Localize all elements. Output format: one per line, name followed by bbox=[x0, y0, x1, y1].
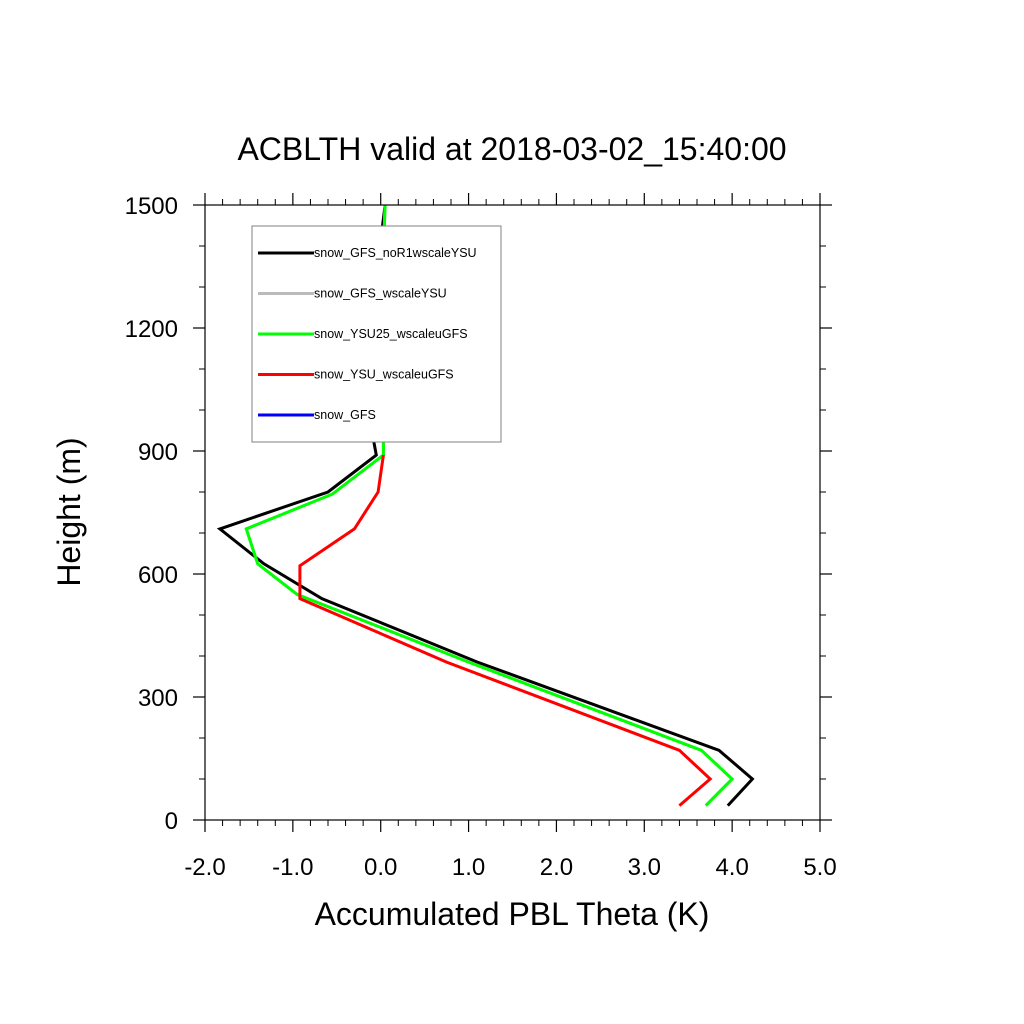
y-tick-label: 0 bbox=[165, 808, 178, 835]
x-tick-label: 4.0 bbox=[715, 854, 748, 881]
x-tick-label: -1.0 bbox=[272, 854, 313, 881]
x-tick-label: 1.0 bbox=[452, 854, 485, 881]
legend-label-1: snow_GFS_wscaleYSU bbox=[314, 287, 447, 301]
x-tick-label: 5.0 bbox=[803, 854, 836, 881]
y-tick-label: 1200 bbox=[125, 316, 178, 343]
axes-ticks: -2.0 -1.0 0.0 1.0 2.0 3.0 4.0 5.0 0 300 600 900 1200… bbox=[125, 193, 837, 881]
x-axis-label: Accumulated PBL Theta (K) bbox=[315, 896, 710, 932]
y-tick-label: 1500 bbox=[125, 193, 178, 220]
chart-title: ACBLTH valid at 2018-03-02_15:40:00 bbox=[237, 131, 786, 167]
legend-entries: snow_GFS_noR1wscaleYSU snow_GFS_wscaleYSU… bbox=[258, 246, 477, 422]
y-tick-label: 300 bbox=[138, 685, 178, 712]
plot-frame bbox=[204, 204, 821, 821]
x-tick-label: 0.0 bbox=[364, 854, 397, 881]
series-line-3 bbox=[298, 454, 713, 807]
legend: snow_GFS_noR1wscaleYSU snow_GFS_wscaleYSU… bbox=[251, 225, 502, 443]
legend-label-4: snow_GFS bbox=[314, 408, 376, 422]
x-tick-label: 2.0 bbox=[540, 854, 573, 881]
y-tick-label: 600 bbox=[138, 562, 178, 589]
x-tick-label: 3.0 bbox=[628, 854, 661, 881]
y-tick-label: 900 bbox=[138, 439, 178, 466]
x-tick-label: -2.0 bbox=[184, 854, 225, 881]
y-axis-label: Height (m) bbox=[51, 437, 87, 586]
legend-label-0: snow_GFS_noR1wscaleYSU bbox=[314, 246, 477, 260]
legend-label-3: snow_YSU_wscaleuGFS bbox=[314, 368, 454, 382]
legend-label-2: snow_YSU25_wscaleuGFS bbox=[314, 327, 468, 341]
